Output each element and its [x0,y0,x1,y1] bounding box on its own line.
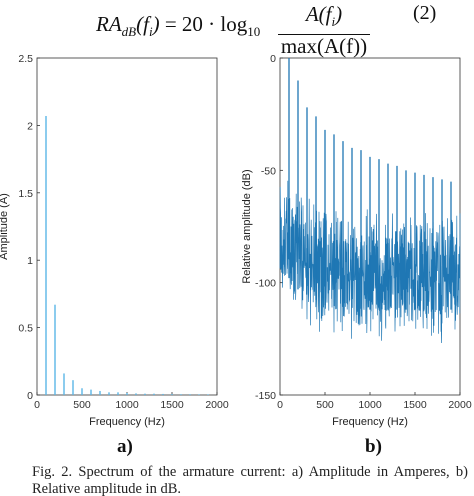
equation: RAdB(fi) = 20 · log10 A(fi) max(A(f)) [96,2,396,57]
fraction-denominator: max(A(f)) [280,34,368,59]
chart-a-x-tick-label: 0 [34,399,40,411]
chart-a-y-tick-label: 0 [27,390,33,402]
chart-b-y-tick-label: -150 [255,390,276,402]
lhs-sub: dB [121,24,137,40]
lhs-arg: (f [136,12,149,36]
chart-b-y-tick-label: 0 [270,53,276,65]
equation-lhs: RAdB(fi) = 20 · log10 [96,12,260,40]
chart-a-amplitude: 0 500 1000 1500 2000 0 0.5 1 1.5 2 2.5 Frequency (H… [0,53,229,428]
chart-a-y-tick-label: 1 [27,255,33,267]
chart-a-plot-frame [36,57,218,396]
chart-b-y-tick-label: -100 [255,278,276,290]
chart-b-relative-amplitude: 0 500 1000 1500 2000 0 -50 -100 -150 Frequency (H… [241,53,472,428]
equation-fraction: A(fi) max(A(f)) [276,2,372,57]
chart-b-x-tick-label: 1500 [403,399,427,411]
chart-b-y-axis-label: Relative amplitude (dB) [241,169,253,283]
chart-b-x-tick-label: 1000 [358,399,382,411]
panel-label-a: a) [117,436,133,457]
chart-b-x-tick-label: 2000 [448,399,472,411]
fraction-bar [278,34,370,36]
chart-a-x-axis-label: Frequency (Hz) [89,416,165,428]
chart-a-y-tick-label: 2 [27,120,33,132]
fraction-numerator: A(fi) [276,2,372,34]
chart-b-x-tick-label: 0 [277,399,283,411]
equation-number: (2) [413,2,437,24]
numerator-main: A(f [305,2,332,26]
chart-b-x-axis-label: Frequency (Hz) [332,416,408,428]
chart-a-x-tick-label: 2000 [205,399,229,411]
chart-b-x-tick-label: 500 [316,399,334,411]
lhs-main: RA [96,12,122,36]
chart-a-x-tick-label: 500 [73,399,91,411]
chart-a-y-tick-label: 1.5 [18,188,33,200]
chart-a-x-tick-label: 1000 [115,399,139,411]
lhs-close: ) [152,12,160,36]
chart-a-y-axis-label: Amplitude (A) [0,193,10,260]
numerator-close: ) [335,2,343,26]
log-base: 10 [247,24,261,40]
figure-caption: Fig. 2. Spectrum of the armature current… [32,464,468,496]
chart-a-y-tick-label: 2.5 [18,53,33,65]
panel-label-b: b) [365,436,382,457]
chart-a-x-tick-label: 1500 [160,399,184,411]
lhs-arg-sub: i [148,24,153,40]
chart-a-y-tick-label: 0.5 [18,323,33,335]
numerator-sub: i [331,14,336,30]
chart-b-y-tick-label: -50 [261,165,276,177]
equation-operator: = 20 · log [164,12,248,36]
